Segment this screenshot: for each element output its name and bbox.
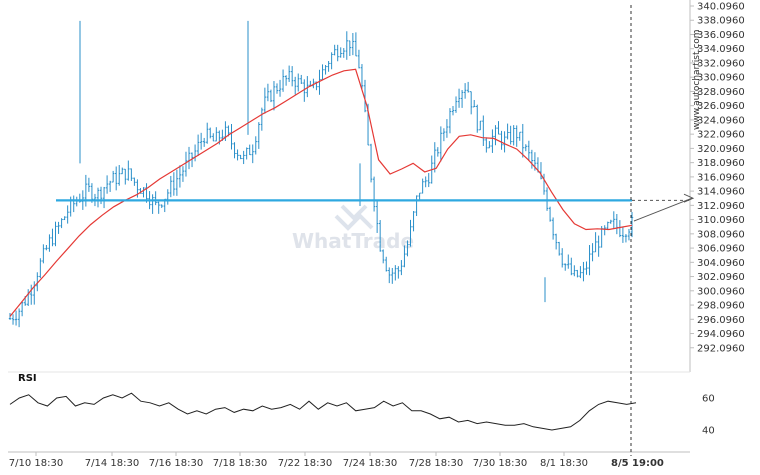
y-tick-label: 314.0960 [697,187,745,198]
y-tick-label: 298.0960 [697,301,745,312]
x-tick-label: 7/10 18:30 [9,458,63,469]
x-tick-label: 8/1 18:30 [540,458,588,469]
y-tick-label: 334.0960 [697,44,745,55]
x-tick-label: 7/24 18:30 [343,458,397,469]
watermark-text: WhatTrade [292,229,414,253]
y-tick-label: 292.0960 [697,343,745,354]
y-tick-label: 336.0960 [697,30,745,41]
y-tick-label: 302.0960 [697,272,745,283]
x-tick-label: 7/30 18:30 [473,458,527,469]
projection-arrowhead-icon [683,193,695,203]
y-tick-label: 320.0960 [697,144,745,155]
y-axis-ticks: 340.0960 338.0960 336.0960 334.0960 332.0960… [690,2,745,354]
y-tick-label: 306.0960 [697,244,745,255]
y-tick-label: 296.0960 [697,315,745,326]
y-tick-label: 328.0960 [697,87,745,98]
x-current-label: 8/5 19:00 [611,458,664,469]
rsi-tick-label: 60 [702,394,715,405]
y-tick-label: 338.0960 [697,16,745,27]
x-tick-label: 7/14 18:30 [85,458,139,469]
x-tick-label: 7/16 18:30 [149,458,203,469]
side-credit: www.autochartist.com [692,29,702,130]
rsi-line [9,392,637,431]
y-tick-label: 318.0960 [697,158,745,169]
y-tick-label: 326.0960 [697,101,745,112]
y-tick-label: 312.0960 [697,201,745,212]
y-tick-label: 316.0960 [697,172,745,183]
y-tick-label: 332.0960 [697,58,745,69]
watermark-logo-icon [334,204,374,231]
x-tick-label: 7/28 18:30 [409,458,463,469]
y-tick-label: 304.0960 [697,258,745,269]
y-tick-label: 308.0960 [697,229,745,240]
y-tick-label: 310.0960 [697,215,745,226]
y-tick-label: 294.0960 [697,329,745,340]
x-tick-label: 7/22 18:30 [278,458,332,469]
y-tick-label: 330.0960 [697,73,745,84]
rsi-title: RSI [18,373,37,384]
moving-average-line [9,68,633,317]
x-axis-ticks: 7/10 18:30 7/14 18:30 7/16 18:30 7/18 18:30… [9,452,588,469]
y-tick-label: 340.0960 [697,2,745,13]
candles [8,20,634,328]
rsi-tick-label: 40 [702,426,715,437]
projection-arrow-line [633,197,693,222]
y-tick-label: 300.0960 [697,286,745,297]
watermark: WhatTrade [292,204,414,253]
y-tick-label: 324.0960 [697,115,745,126]
x-tick-label: 7/18 18:30 [213,458,267,469]
rsi-ticks: 60 40 [702,394,715,437]
y-tick-label: 322.0960 [697,130,745,141]
